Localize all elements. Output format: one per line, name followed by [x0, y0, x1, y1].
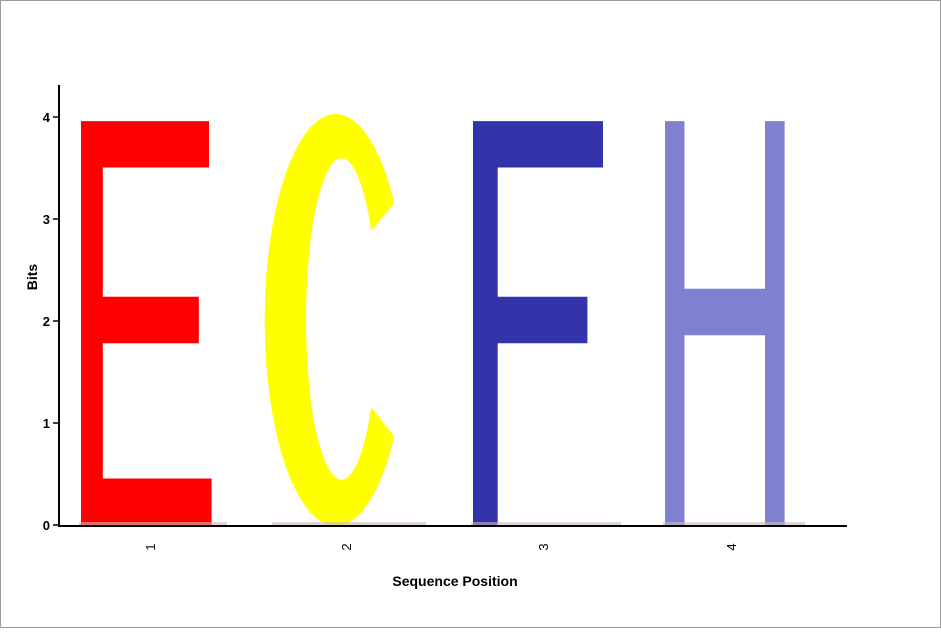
y-tick-label: 0 — [43, 518, 50, 533]
axes — [58, 85, 847, 527]
letter-c — [264, 113, 395, 527]
residual-letters — [471, 522, 621, 525]
y-tick-label: 2 — [43, 314, 50, 329]
letter-e — [81, 121, 212, 525]
y-axis-label: Bits — [24, 264, 40, 291]
letter-stacks — [79, 113, 805, 527]
y-tick-label: 1 — [43, 416, 50, 431]
y-tick-label: 4 — [43, 110, 51, 125]
x-ticks: 1 2 3 4 — [143, 543, 739, 550]
letter-f — [473, 121, 603, 525]
x-axis-label: Sequence Position — [392, 573, 517, 589]
residual-letters — [79, 522, 227, 525]
x-tick-label: 3 — [536, 543, 551, 550]
residual-letters — [272, 522, 426, 525]
x-tick-label: 4 — [724, 543, 739, 550]
x-tick-label: 2 — [339, 543, 354, 550]
y-ticks: 0 1 2 3 4 — [43, 110, 59, 533]
y-tick-label: 3 — [43, 212, 50, 227]
x-tick-label: 1 — [143, 543, 158, 550]
residual-letters — [663, 522, 805, 525]
letter-h — [665, 121, 785, 525]
